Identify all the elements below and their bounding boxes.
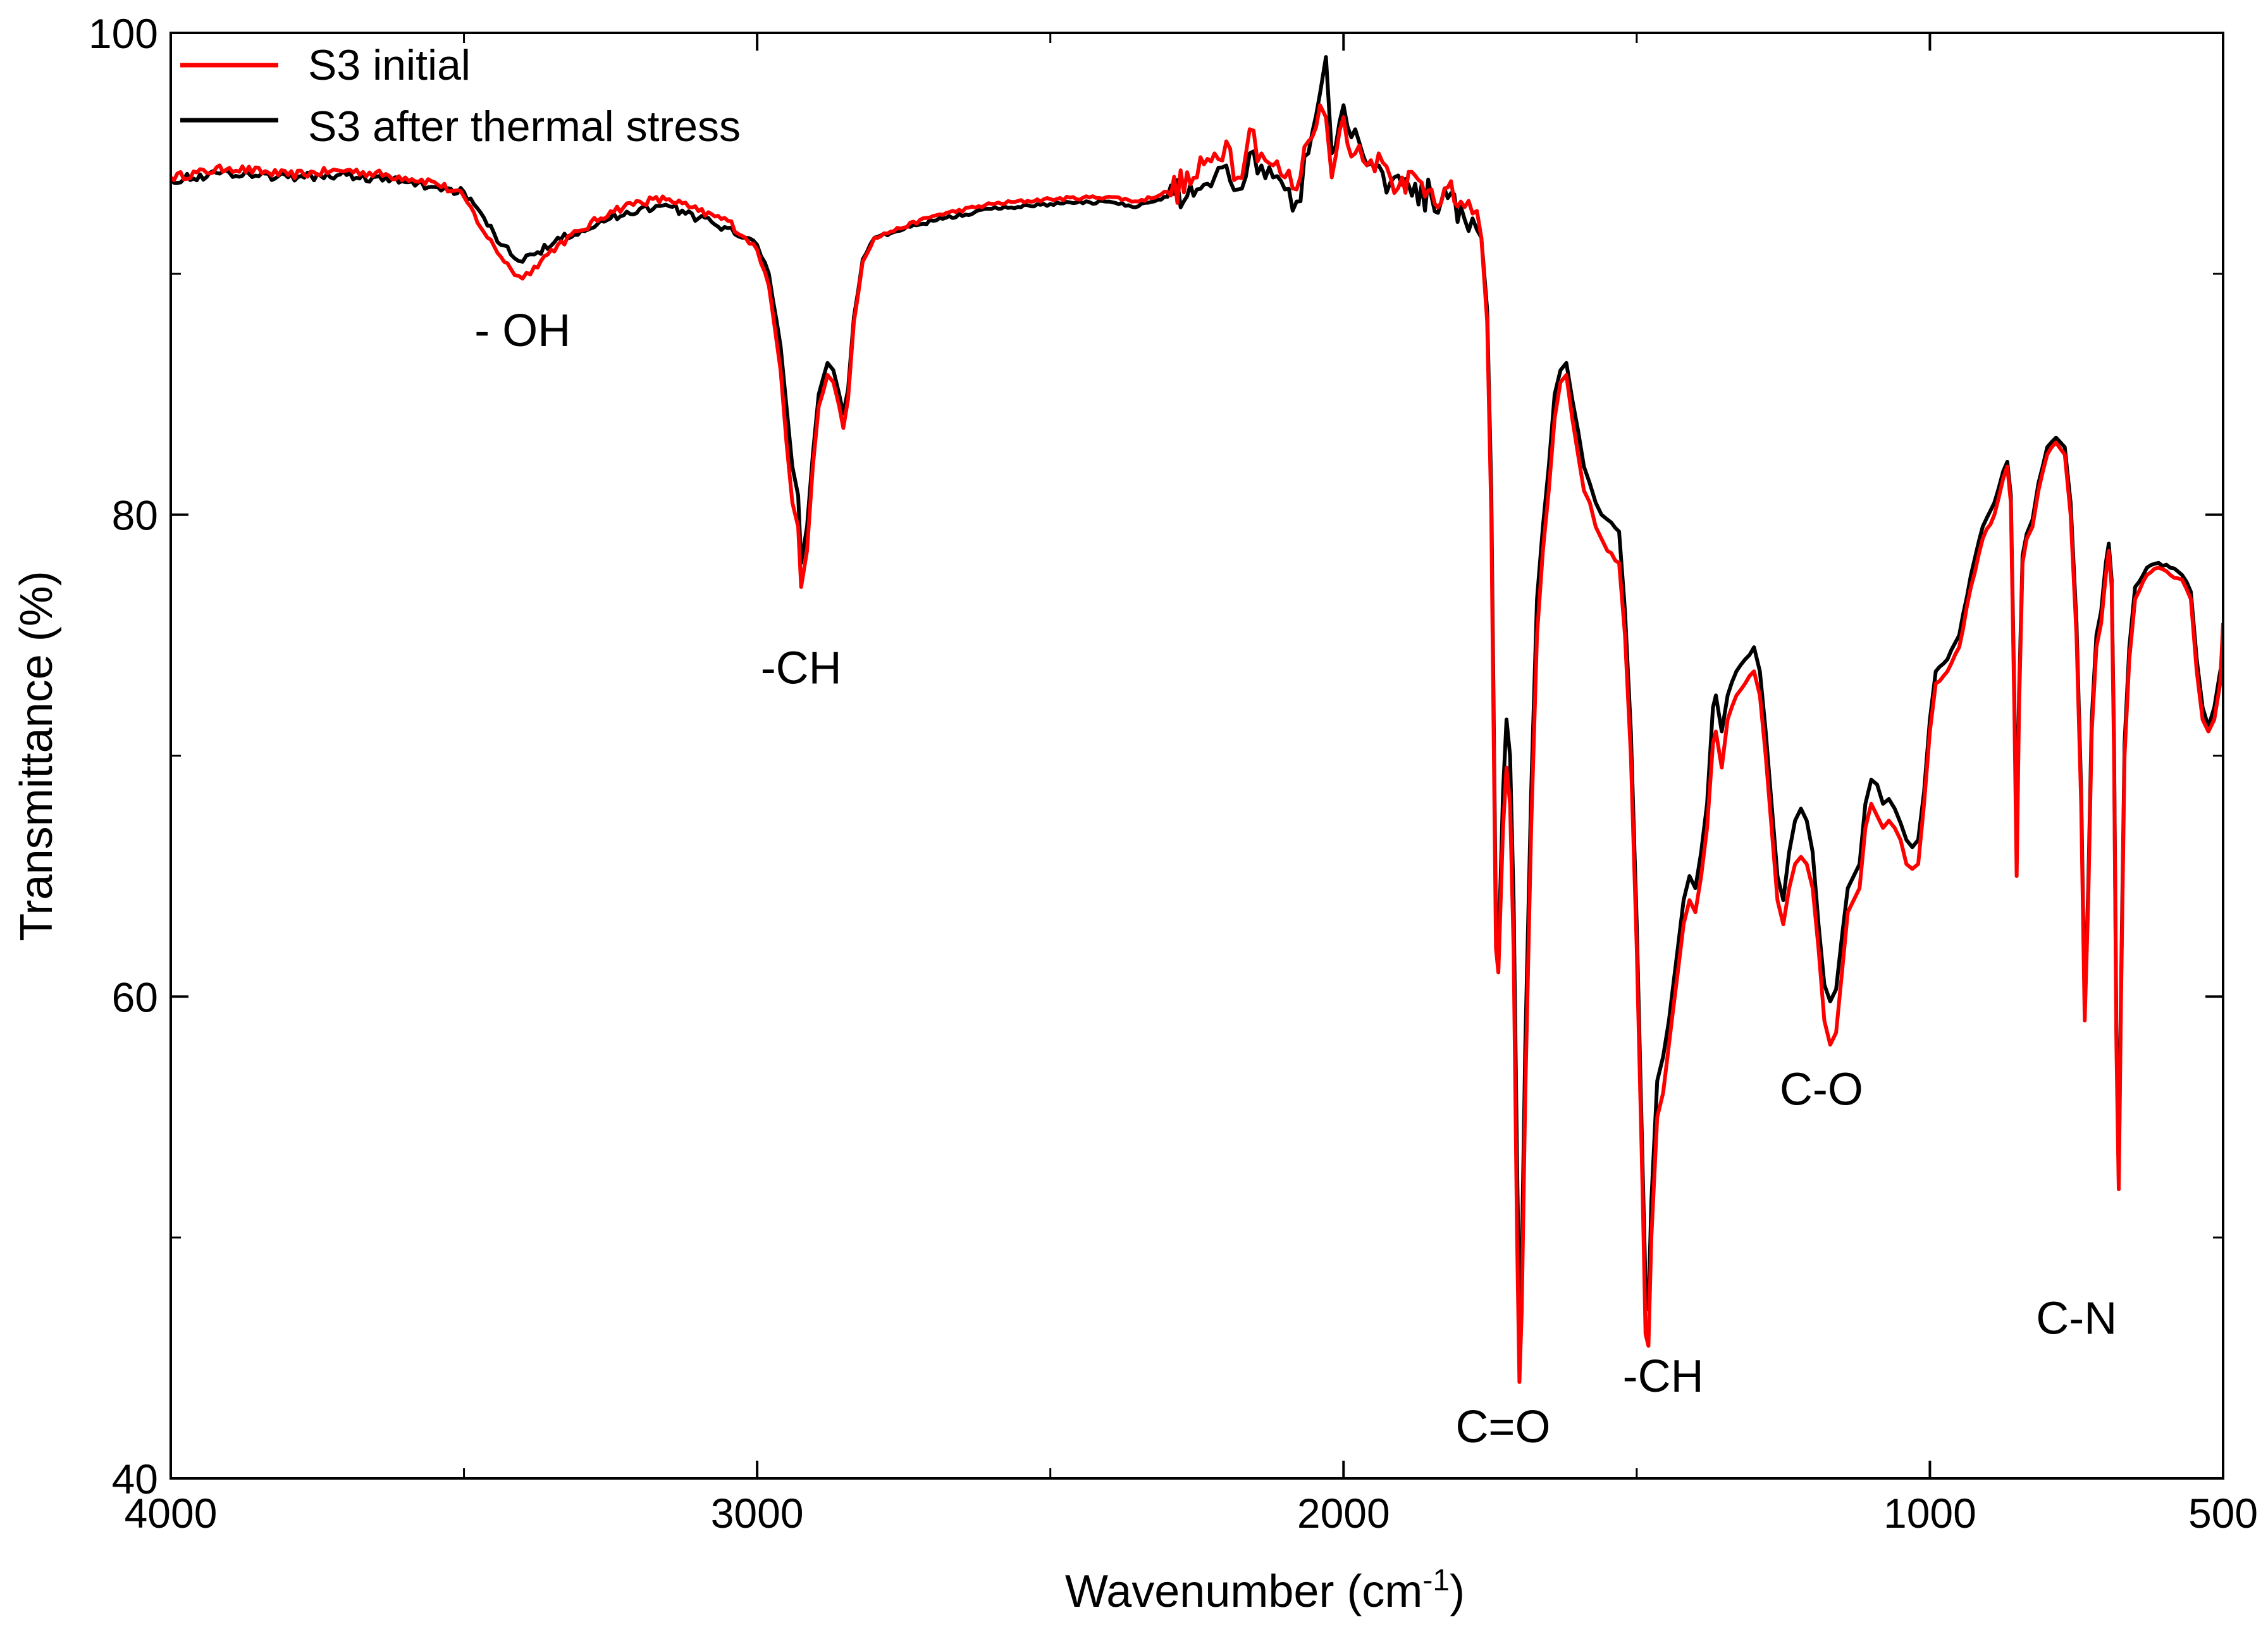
peak-annotation: C-N bbox=[2036, 1294, 2117, 1344]
plot-frame bbox=[169, 32, 2224, 1480]
legend: S3 initial S3 after thermal stress bbox=[180, 41, 741, 151]
x-tick-label: 1000 bbox=[1883, 1490, 1976, 1537]
peak-annotation: -CH bbox=[1623, 1351, 1704, 1402]
x-tick-label: 4000 bbox=[125, 1490, 218, 1537]
legend-label-initial: S3 initial bbox=[308, 41, 471, 89]
y-axis-title: Transmittance (%) bbox=[11, 571, 62, 941]
peak-annotation: - OH bbox=[474, 306, 570, 356]
y-tick-label: 100 bbox=[89, 10, 158, 57]
peak-annotations: - OH -CH C=O -CH C-O C-N bbox=[474, 306, 2117, 1452]
y-tick-label: 40 bbox=[112, 1456, 158, 1502]
x-axis-title-close: ) bbox=[1450, 1566, 1465, 1617]
series-line-initial bbox=[171, 103, 2223, 1384]
x-tick-label: 2000 bbox=[1297, 1490, 1390, 1537]
series-layer bbox=[171, 55, 2223, 1384]
y-tick-label: 80 bbox=[112, 492, 158, 539]
peak-annotation: C=O bbox=[1455, 1402, 1550, 1452]
x-tick-label: 3000 bbox=[711, 1490, 804, 1537]
x-axis-title-main: Wavenumber (cm bbox=[1065, 1566, 1422, 1617]
series-line-after-thermal-stress bbox=[171, 55, 2223, 1312]
x-tick-label: 500 bbox=[2188, 1490, 2258, 1537]
y-tick-label: 60 bbox=[112, 974, 158, 1020]
peak-annotation: -CH bbox=[761, 643, 842, 693]
legend-label-stress: S3 after thermal stress bbox=[308, 102, 741, 151]
axis-ticks: 4000 3000 2000 1000 500 40 60 80 100 bbox=[89, 10, 2258, 1537]
x-axis-title: Wavenumber (cm-1) bbox=[1065, 1564, 1465, 1617]
x-axis-title-sup: -1 bbox=[1422, 1564, 1450, 1597]
peak-annotation: C-O bbox=[1780, 1065, 1863, 1115]
